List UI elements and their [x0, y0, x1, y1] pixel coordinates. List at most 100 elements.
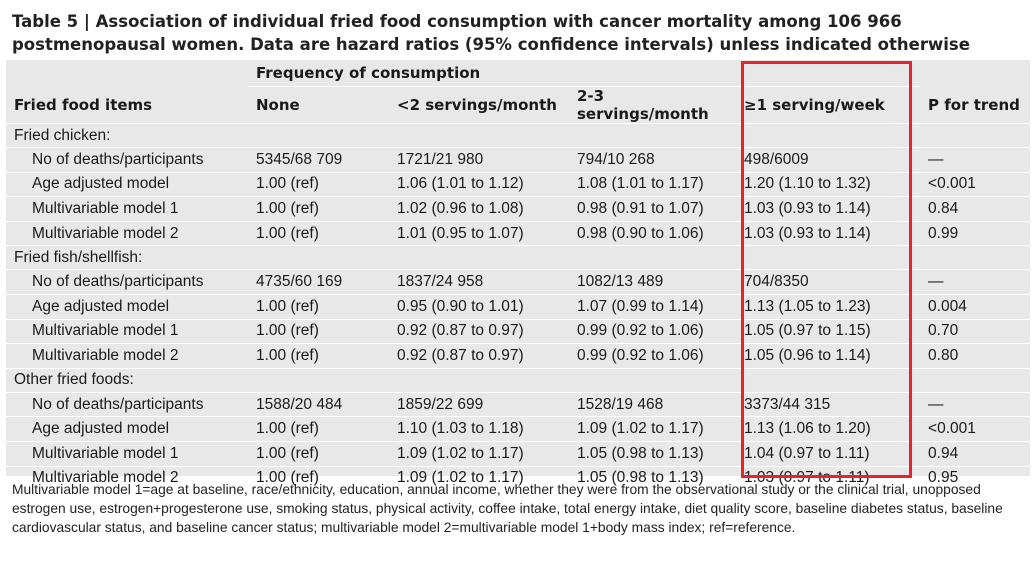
table-footnote: Multivariable model 1=age at baseline, r… — [12, 482, 1003, 535]
table-cell: — — [920, 269, 1031, 295]
table-row: Multivariable model 2 1.00 (ref) 0.92 (0.8… — [6, 343, 1031, 369]
table-cell: 1.05 (0.98 to 1.13) — [569, 465, 736, 491]
table-cell: 0.99 (0.92 to 1.06) — [569, 343, 736, 369]
section-row: Fried chicken: — [6, 123, 1031, 148]
table-cell: 1.00 (ref) — [248, 293, 389, 320]
section-label: Other fried foods: — [6, 367, 1031, 393]
row-label: Multivariable model 2 — [6, 220, 248, 246]
table-cell: 0.98 (0.91 to 1.07) — [569, 196, 736, 222]
frequency-group-header: Frequency of consumption — [248, 60, 921, 87]
table-cell: 1.09 (1.02 to 1.17) — [389, 440, 569, 467]
row-label: Age adjusted model — [6, 171, 248, 197]
table-title: Table 5 | Association of individual frie… — [12, 12, 970, 54]
table-cell: 0.98 (0.90 to 1.06) — [569, 220, 736, 246]
header-spacer — [6, 60, 248, 87]
table-cell: 0.84 — [920, 196, 1031, 222]
table-cell: 1.00 (ref) — [248, 171, 389, 197]
table-cell: 1.00 (ref) — [248, 318, 389, 344]
table-row: No of deaths/participants 1588/20 484 1859… — [6, 391, 1031, 417]
table-cell: 1.00 (ref) — [248, 416, 389, 442]
table-cell: 0.004 — [920, 293, 1031, 320]
table-cell: 1.05 (0.98 to 1.13) — [569, 440, 736, 467]
table-cell: 0.92 (0.87 to 0.97) — [389, 343, 569, 369]
table-cell: 0.95 — [920, 465, 1031, 491]
table-cell: 0.92 (0.87 to 0.97) — [389, 318, 569, 344]
table-cell: 1082/13 489 — [569, 269, 736, 295]
table-cell: 1.03 (0.93 to 1.14) — [736, 220, 921, 246]
table-row: Age adjusted model 1.00 (ref) 1.10 (1.03 t… — [6, 416, 1031, 442]
table-row: Multivariable model 1 1.00 (ref) 1.02 (0.9… — [6, 196, 1031, 222]
table-cell: — — [920, 391, 1031, 417]
table-row: Age adjusted model 1.00 (ref) 0.95 (0.90 t… — [6, 293, 1031, 320]
table-cell: 1.02 (0.96 to 1.08) — [389, 196, 569, 222]
table-row: Multivariable model 1 1.00 (ref) 1.09 (1.0… — [6, 440, 1031, 467]
table-cell: <0.001 — [920, 171, 1031, 197]
data-table: Frequency of consumption Fried food item… — [6, 60, 1031, 491]
table-row: Multivariable model 1 1.00 (ref) 0.92 (0.8… — [6, 318, 1031, 344]
table-cell: 1.01 (0.95 to 1.07) — [389, 220, 569, 246]
row-label: Age adjusted model — [6, 293, 248, 320]
table-cell: 3373/44 315 — [736, 391, 921, 417]
table-cell: 1.07 (0.99 to 1.14) — [569, 293, 736, 320]
table-cell: 1.00 (ref) — [248, 220, 389, 246]
row-label: Multivariable model 2 — [6, 343, 248, 369]
table-cell: 794/10 268 — [569, 147, 736, 173]
column-header-none: None — [248, 86, 389, 124]
row-label: No of deaths/participants — [6, 147, 248, 173]
table-cell: 5345/68 709 — [248, 147, 389, 173]
table-cell: 0.95 (0.90 to 1.01) — [389, 293, 569, 320]
table-cell: 1.10 (1.03 to 1.18) — [389, 416, 569, 442]
section-label: Fried fish/shellfish: — [6, 245, 1031, 270]
table-row: Multivariable model 2 1.00 (ref) 1.01 (0.9… — [6, 220, 1031, 246]
table-cell: — — [920, 147, 1031, 173]
table-cell: 1.08 (1.01 to 1.17) — [569, 171, 736, 197]
table-cell: 704/8350 — [736, 269, 921, 295]
row-label: Age adjusted model — [6, 416, 248, 442]
column-header-item: Fried food items — [6, 86, 248, 124]
row-label: No of deaths/participants — [6, 269, 248, 295]
table-body: Fried chicken: No of deaths/participants 5… — [6, 123, 1031, 491]
table-cell: 1.00 (ref) — [248, 196, 389, 222]
table-row: No of deaths/participants 4735/60 169 1837… — [6, 269, 1031, 295]
column-header-lt2-month: <2 servings/month — [389, 86, 569, 124]
column-header-2-3-month: 2-3 servings/month — [569, 86, 736, 124]
table-cell: 4735/60 169 — [248, 269, 389, 295]
table-cell: 1.13 (1.06 to 1.20) — [736, 416, 921, 442]
table-cell: 1528/19 468 — [569, 391, 736, 417]
table-cell: 0.99 (0.92 to 1.06) — [569, 318, 736, 344]
table-cell: 1.00 (ref) — [248, 440, 389, 467]
table-cell: 1.06 (1.01 to 1.12) — [389, 171, 569, 197]
table-cell: 0.70 — [920, 318, 1031, 344]
table-row: Age adjusted model 1.00 (ref) 1.06 (1.01 t… — [6, 171, 1031, 197]
table-cell: 1.09 (1.02 to 1.17) — [389, 465, 569, 491]
table-cell: <0.001 — [920, 416, 1031, 442]
table-cell: 1837/24 958 — [389, 269, 569, 295]
table-cell: 1.20 (1.10 to 1.32) — [736, 171, 921, 197]
column-header-p-trend: P for trend — [920, 86, 1031, 124]
section-label: Fried chicken: — [6, 123, 1031, 148]
table-cell: 0.99 — [920, 220, 1031, 246]
table-cell: 1.13 (1.05 to 1.23) — [736, 293, 921, 320]
table-cell: 1.05 (0.96 to 1.14) — [736, 343, 921, 369]
table-row: No of deaths/participants 5345/68 709 1721… — [6, 147, 1031, 173]
row-label: Multivariable model 1 — [6, 318, 248, 344]
row-label: No of deaths/participants — [6, 391, 248, 417]
header-spacer — [920, 60, 1030, 87]
table-cell: 498/6009 — [736, 147, 921, 173]
table-cell: 0.80 — [920, 343, 1031, 369]
table-cell: 1.03 (0.93 to 1.14) — [736, 196, 921, 222]
table-cell: 1.04 (0.97 to 1.11) — [736, 440, 921, 467]
table-cell: 1859/22 699 — [389, 391, 569, 417]
row-label: Multivariable model 1 — [6, 440, 248, 467]
row-label: Multivariable model 2 — [6, 465, 248, 491]
table-cell: 1588/20 484 — [248, 391, 389, 417]
row-label: Multivariable model 1 — [6, 196, 248, 222]
table-cell: 1.00 (ref) — [248, 465, 389, 491]
table-cell: 0.94 — [920, 440, 1031, 467]
table-cell: 1721/21 980 — [389, 147, 569, 173]
data-table-container: Frequency of consumption Fried food item… — [6, 60, 1031, 491]
table-cell: 1.09 (1.02 to 1.17) — [569, 416, 736, 442]
section-row: Other fried foods: — [6, 367, 1031, 393]
section-row: Fried fish/shellfish: — [6, 245, 1031, 270]
table-cell: 1.05 (0.97 to 1.15) — [736, 318, 921, 344]
